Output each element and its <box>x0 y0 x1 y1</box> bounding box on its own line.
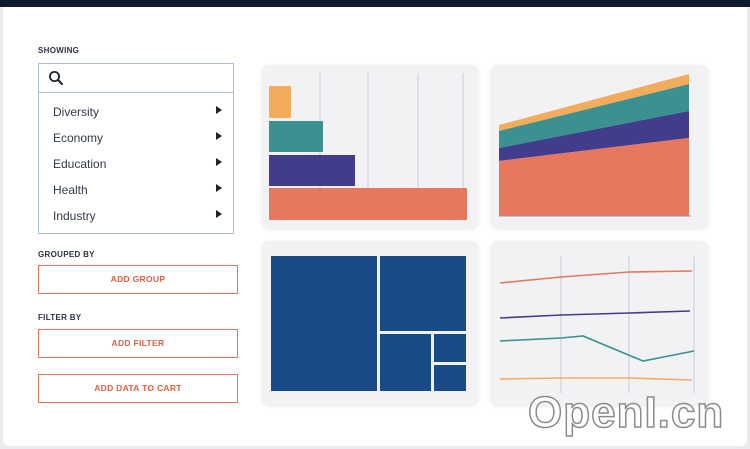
bar-chart-graphic <box>269 73 467 220</box>
tile <box>434 365 466 391</box>
area-chart-graphic <box>499 74 691 217</box>
showing-label: SHOWING <box>38 46 80 55</box>
tile <box>380 334 431 391</box>
bar <box>269 86 291 118</box>
bar <box>269 121 323 152</box>
category-label: Health <box>53 183 88 197</box>
caret-right-icon[interactable] <box>216 132 222 140</box>
add-data-to-cart-button[interactable]: ADD DATA TO CART <box>38 374 238 403</box>
caret-right-icon[interactable] <box>216 158 222 166</box>
series-line <box>499 310 691 319</box>
add-filter-button[interactable]: ADD FILTER <box>38 329 238 358</box>
caret-right-icon[interactable] <box>216 184 222 192</box>
caret-right-icon[interactable] <box>216 106 222 114</box>
category-label: Economy <box>53 131 104 145</box>
category-item-diversity[interactable]: Diversity <box>39 101 235 123</box>
tile <box>434 334 466 362</box>
series-line <box>499 377 693 381</box>
line-chart-thumbnail[interactable] <box>491 241 708 405</box>
bar-chart-thumbnail[interactable] <box>262 65 478 228</box>
category-item-economy[interactable]: Economy <box>39 127 235 149</box>
treemap-thumbnail[interactable] <box>262 241 478 405</box>
series-line <box>499 335 695 362</box>
area-band <box>499 84 689 148</box>
caret-right-icon[interactable] <box>216 210 222 218</box>
category-list: Diversity Economy Education Health Indus… <box>38 93 234 234</box>
bar <box>269 155 355 186</box>
search-box[interactable] <box>38 63 234 93</box>
line-chart-graphic <box>499 256 695 393</box>
filter-by-label: FILTER BY <box>38 313 82 322</box>
watermark-logo: OpenI.cn <box>527 387 725 438</box>
treemap-graphic <box>271 256 466 391</box>
category-item-health[interactable]: Health <box>39 179 235 201</box>
category-label: Industry <box>53 209 96 223</box>
category-label: Diversity <box>53 105 100 119</box>
area-chart-thumbnail[interactable] <box>491 65 708 228</box>
tile <box>271 256 377 391</box>
search-input[interactable] <box>69 68 223 90</box>
search-icon[interactable] <box>48 70 64 86</box>
add-group-button[interactable]: ADD GROUP <box>38 265 238 294</box>
category-item-industry[interactable]: Industry <box>39 205 235 227</box>
area-band <box>499 74 689 131</box>
top-bar <box>0 0 750 7</box>
category-item-education[interactable]: Education <box>39 153 235 175</box>
area-band <box>499 111 689 161</box>
bar <box>269 188 467 220</box>
grouped-by-label: GROUPED BY <box>38 250 95 259</box>
area-band <box>499 138 689 216</box>
tile <box>380 256 466 331</box>
series-line <box>499 270 693 284</box>
category-label: Education <box>53 157 107 171</box>
